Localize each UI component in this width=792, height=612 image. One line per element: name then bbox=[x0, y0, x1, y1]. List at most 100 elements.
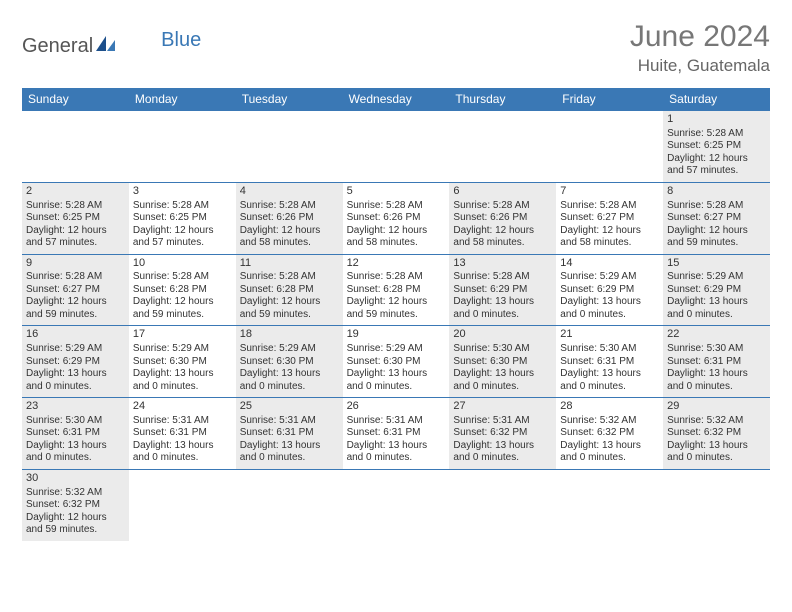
daylight-text-2: and 0 minutes. bbox=[453, 381, 552, 394]
sunrise-text: Sunrise: 5:31 AM bbox=[453, 415, 552, 428]
sunrise-text: Sunrise: 5:30 AM bbox=[560, 343, 659, 356]
daylight-text-2: and 0 minutes. bbox=[347, 452, 446, 465]
sunrise-text: Sunrise: 5:28 AM bbox=[453, 271, 552, 284]
day-number: 26 bbox=[347, 400, 446, 414]
daylight-text: Daylight: 12 hours bbox=[26, 296, 125, 309]
day-number: 17 bbox=[133, 328, 232, 342]
day-cell: 14Sunrise: 5:29 AMSunset: 6:29 PMDayligh… bbox=[556, 255, 663, 326]
day-number: 25 bbox=[240, 400, 339, 414]
day-cell: 28Sunrise: 5:32 AMSunset: 6:32 PMDayligh… bbox=[556, 398, 663, 469]
daylight-text-2: and 0 minutes. bbox=[240, 452, 339, 465]
day-number: 6 bbox=[453, 185, 552, 199]
day-cell: 4Sunrise: 5:28 AMSunset: 6:26 PMDaylight… bbox=[236, 183, 343, 254]
sunset-text: Sunset: 6:29 PM bbox=[453, 284, 552, 297]
sunset-text: Sunset: 6:27 PM bbox=[667, 212, 766, 225]
daylight-text: Daylight: 12 hours bbox=[347, 225, 446, 238]
daylight-text-2: and 59 minutes. bbox=[667, 237, 766, 250]
sunrise-text: Sunrise: 5:32 AM bbox=[667, 415, 766, 428]
daylight-text: Daylight: 13 hours bbox=[667, 440, 766, 453]
daylight-text: Daylight: 12 hours bbox=[240, 296, 339, 309]
sunrise-text: Sunrise: 5:28 AM bbox=[347, 271, 446, 284]
title-block: June 2024 Huite, Guatemala bbox=[630, 20, 770, 76]
day-cell: 10Sunrise: 5:28 AMSunset: 6:28 PMDayligh… bbox=[129, 255, 236, 326]
daylight-text-2: and 58 minutes. bbox=[453, 237, 552, 250]
sunrise-text: Sunrise: 5:28 AM bbox=[560, 200, 659, 213]
day-cell: 13Sunrise: 5:28 AMSunset: 6:29 PMDayligh… bbox=[449, 255, 556, 326]
sunrise-text: Sunrise: 5:28 AM bbox=[133, 200, 232, 213]
day-cell: 12Sunrise: 5:28 AMSunset: 6:28 PMDayligh… bbox=[343, 255, 450, 326]
sunset-text: Sunset: 6:25 PM bbox=[133, 212, 232, 225]
sunrise-text: Sunrise: 5:31 AM bbox=[347, 415, 446, 428]
daylight-text-2: and 0 minutes. bbox=[133, 381, 232, 394]
day-cell: 25Sunrise: 5:31 AMSunset: 6:31 PMDayligh… bbox=[236, 398, 343, 469]
day-cell: 8Sunrise: 5:28 AMSunset: 6:27 PMDaylight… bbox=[663, 183, 770, 254]
sunrise-text: Sunrise: 5:31 AM bbox=[240, 415, 339, 428]
sunrise-text: Sunrise: 5:32 AM bbox=[26, 487, 125, 500]
sunset-text: Sunset: 6:26 PM bbox=[240, 212, 339, 225]
weekday-header-row: Sunday Monday Tuesday Wednesday Thursday… bbox=[22, 88, 770, 111]
header: General Blue June 2024 Huite, Guatemala bbox=[22, 20, 770, 76]
day-number: 18 bbox=[240, 328, 339, 342]
daylight-text: Daylight: 13 hours bbox=[453, 368, 552, 381]
daylight-text-2: and 57 minutes. bbox=[667, 165, 766, 178]
daylight-text: Daylight: 13 hours bbox=[133, 368, 232, 381]
day-cell: 29Sunrise: 5:32 AMSunset: 6:32 PMDayligh… bbox=[663, 398, 770, 469]
daylight-text: Daylight: 13 hours bbox=[240, 368, 339, 381]
daylight-text-2: and 0 minutes. bbox=[560, 452, 659, 465]
sunset-text: Sunset: 6:30 PM bbox=[133, 356, 232, 369]
sunrise-text: Sunrise: 5:28 AM bbox=[240, 271, 339, 284]
day-cell: 19Sunrise: 5:29 AMSunset: 6:30 PMDayligh… bbox=[343, 326, 450, 397]
daylight-text-2: and 59 minutes. bbox=[240, 309, 339, 322]
weekday-friday: Friday bbox=[556, 88, 663, 111]
sunrise-text: Sunrise: 5:28 AM bbox=[667, 128, 766, 141]
daylight-text: Daylight: 13 hours bbox=[26, 368, 125, 381]
daylight-text: Daylight: 13 hours bbox=[453, 296, 552, 309]
day-number: 30 bbox=[26, 472, 125, 486]
day-number: 2 bbox=[26, 185, 125, 199]
day-number: 15 bbox=[667, 257, 766, 271]
daylight-text: Daylight: 13 hours bbox=[560, 440, 659, 453]
daylight-text-2: and 0 minutes. bbox=[667, 452, 766, 465]
day-empty bbox=[343, 470, 450, 541]
day-empty bbox=[129, 470, 236, 541]
day-number: 1 bbox=[667, 113, 766, 127]
day-number: 22 bbox=[667, 328, 766, 342]
sunset-text: Sunset: 6:28 PM bbox=[133, 284, 232, 297]
daylight-text-2: and 0 minutes. bbox=[560, 309, 659, 322]
daylight-text-2: and 57 minutes. bbox=[26, 237, 125, 250]
daylight-text-2: and 58 minutes. bbox=[560, 237, 659, 250]
sunset-text: Sunset: 6:30 PM bbox=[347, 356, 446, 369]
sunset-text: Sunset: 6:29 PM bbox=[560, 284, 659, 297]
sunrise-text: Sunrise: 5:28 AM bbox=[453, 200, 552, 213]
logo: General Blue bbox=[22, 20, 201, 58]
sunrise-text: Sunrise: 5:28 AM bbox=[26, 271, 125, 284]
daylight-text: Daylight: 12 hours bbox=[347, 296, 446, 309]
sunrise-text: Sunrise: 5:29 AM bbox=[26, 343, 125, 356]
sunset-text: Sunset: 6:30 PM bbox=[453, 356, 552, 369]
day-empty bbox=[449, 111, 556, 182]
daylight-text-2: and 0 minutes. bbox=[560, 381, 659, 394]
sunset-text: Sunset: 6:28 PM bbox=[240, 284, 339, 297]
day-empty bbox=[556, 470, 663, 541]
daylight-text: Daylight: 12 hours bbox=[667, 153, 766, 166]
daylight-text: Daylight: 12 hours bbox=[667, 225, 766, 238]
day-cell: 21Sunrise: 5:30 AMSunset: 6:31 PMDayligh… bbox=[556, 326, 663, 397]
location: Huite, Guatemala bbox=[630, 56, 770, 76]
sunrise-text: Sunrise: 5:28 AM bbox=[347, 200, 446, 213]
daylight-text: Daylight: 13 hours bbox=[560, 296, 659, 309]
sunset-text: Sunset: 6:32 PM bbox=[560, 427, 659, 440]
day-cell: 3Sunrise: 5:28 AMSunset: 6:25 PMDaylight… bbox=[129, 183, 236, 254]
day-number: 20 bbox=[453, 328, 552, 342]
sunrise-text: Sunrise: 5:32 AM bbox=[560, 415, 659, 428]
sunrise-text: Sunrise: 5:31 AM bbox=[133, 415, 232, 428]
daylight-text-2: and 0 minutes. bbox=[667, 381, 766, 394]
sunset-text: Sunset: 6:26 PM bbox=[453, 212, 552, 225]
sunset-text: Sunset: 6:26 PM bbox=[347, 212, 446, 225]
daylight-text: Daylight: 12 hours bbox=[133, 296, 232, 309]
daylight-text: Daylight: 12 hours bbox=[26, 512, 125, 525]
day-number: 8 bbox=[667, 185, 766, 199]
day-number: 14 bbox=[560, 257, 659, 271]
day-cell: 9Sunrise: 5:28 AMSunset: 6:27 PMDaylight… bbox=[22, 255, 129, 326]
weekday-sunday: Sunday bbox=[22, 88, 129, 111]
logo-sail-icon bbox=[95, 34, 117, 58]
